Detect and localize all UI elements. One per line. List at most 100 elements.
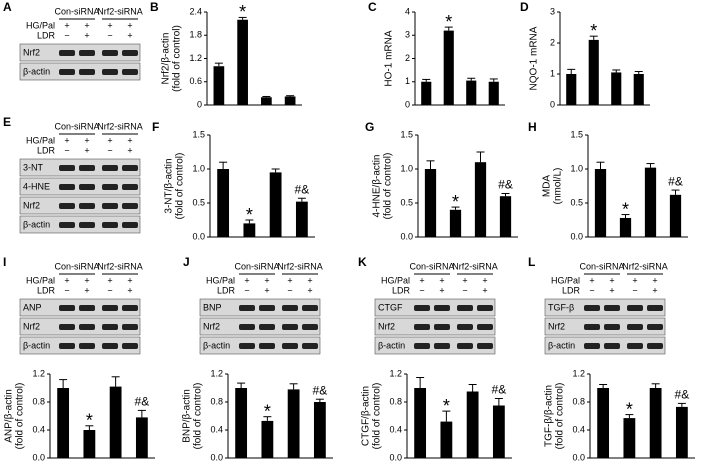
band [59, 50, 75, 56]
panel-letter: D [520, 0, 529, 14]
band [414, 343, 430, 349]
treatment-sign: + [244, 275, 249, 285]
band-label: CTGF [378, 302, 403, 312]
panel-letter: L [528, 255, 535, 269]
band-label: 3-NT [23, 162, 44, 172]
bar [243, 223, 256, 237]
treatment-sign: + [84, 285, 89, 295]
bar [414, 388, 427, 458]
band [122, 165, 138, 171]
significance-mark: * [626, 399, 633, 419]
treatment-label: LDR [562, 285, 581, 295]
bar [644, 167, 657, 237]
treatment-sign: + [64, 20, 69, 30]
bar [424, 169, 437, 237]
panel-letter: F [152, 120, 159, 134]
band [239, 305, 255, 311]
panel-letter: B [150, 0, 159, 14]
y-tick-label: 0.4 [572, 424, 585, 434]
significance-mark: * [445, 12, 452, 32]
bar [237, 19, 248, 105]
significance-mark: * [590, 21, 597, 41]
bar [57, 388, 70, 458]
band [59, 343, 75, 349]
group-label: Nrf2-siRNA [97, 261, 143, 271]
y-tick-label: 2 [550, 37, 555, 47]
group-label: Nrf2-siRNA [97, 121, 143, 131]
treatment-sign: + [264, 285, 269, 295]
treatment-sign: − [244, 285, 249, 295]
band [102, 69, 118, 75]
treatment-label: LDR [217, 285, 236, 295]
panel-letter: E [3, 115, 11, 129]
bar [261, 97, 272, 105]
band [434, 324, 450, 330]
significance-mark: #& [313, 383, 328, 397]
band [604, 305, 620, 311]
significance-mark: * [86, 411, 93, 431]
treatment-sign: − [632, 285, 637, 295]
band [59, 222, 75, 228]
group-label: Nrf2-siRNA [97, 6, 143, 16]
band [584, 324, 600, 330]
y-tick-label: 3 [550, 6, 555, 16]
band [434, 343, 450, 349]
treatment-label: HG/Pal [206, 275, 235, 285]
bar [633, 74, 644, 105]
y-axis-label: ANP/β-actin [4, 389, 15, 443]
band [414, 305, 430, 311]
y-tick-label: 0 [405, 99, 410, 109]
y-axis-label: CTGF/β-actin [361, 386, 372, 446]
band [79, 69, 95, 75]
y-tick-label: 1.2 [32, 368, 45, 378]
bar [135, 417, 148, 458]
band-label: β-actin [548, 340, 575, 350]
treatment-sign: + [307, 285, 312, 295]
treatment-sign: + [64, 275, 69, 285]
band [59, 305, 75, 311]
y-tick-label: 1 [405, 76, 410, 86]
band [457, 343, 473, 349]
y-tick-label: 0.8 [32, 396, 45, 406]
y-tick-label: 0.0 [400, 231, 413, 241]
treatment-label: LDR [392, 285, 411, 295]
band [647, 324, 663, 330]
treatment-sign: + [287, 275, 292, 285]
treatment-sign: − [64, 285, 69, 295]
y-tick-label: 1.2 [572, 368, 585, 378]
y-axis-label: Nrf2/β-actin [161, 33, 172, 85]
y-tick-label: 1.5 [570, 129, 583, 139]
bar [492, 405, 505, 458]
band [647, 305, 663, 311]
band-label: Nrf2 [23, 200, 40, 210]
bar [287, 389, 300, 458]
band [59, 184, 75, 190]
treatment-sign: − [107, 285, 112, 295]
treatment-sign: + [482, 285, 487, 295]
band-label: BNP [203, 302, 222, 312]
y-tick-label: 1.2 [389, 368, 402, 378]
significance-mark: * [246, 205, 253, 225]
y-tick-label: 1.5 [400, 129, 413, 139]
band-label: Nrf2 [378, 321, 395, 331]
significance-mark: * [443, 396, 450, 416]
treatment-sign: − [107, 30, 112, 40]
treatment-sign: + [127, 135, 132, 145]
treatment-label: LDR [37, 285, 56, 295]
band [477, 324, 493, 330]
y-axis-label: (fold of control) [172, 25, 183, 92]
band-label: TGF-β [548, 302, 574, 312]
band-label: Nrf2 [548, 321, 565, 331]
bar [269, 172, 282, 237]
y-axis-label: (fold of control) [15, 383, 26, 450]
treatment-sign: + [439, 285, 444, 295]
treatment-sign: + [609, 285, 614, 295]
treatment-sign: + [107, 20, 112, 30]
significance-mark: #& [492, 383, 507, 397]
band [102, 343, 118, 349]
y-tick-label: 0.8 [572, 396, 585, 406]
bar [295, 201, 308, 237]
band [282, 324, 298, 330]
treatment-sign: + [84, 20, 89, 30]
bar [440, 421, 453, 458]
